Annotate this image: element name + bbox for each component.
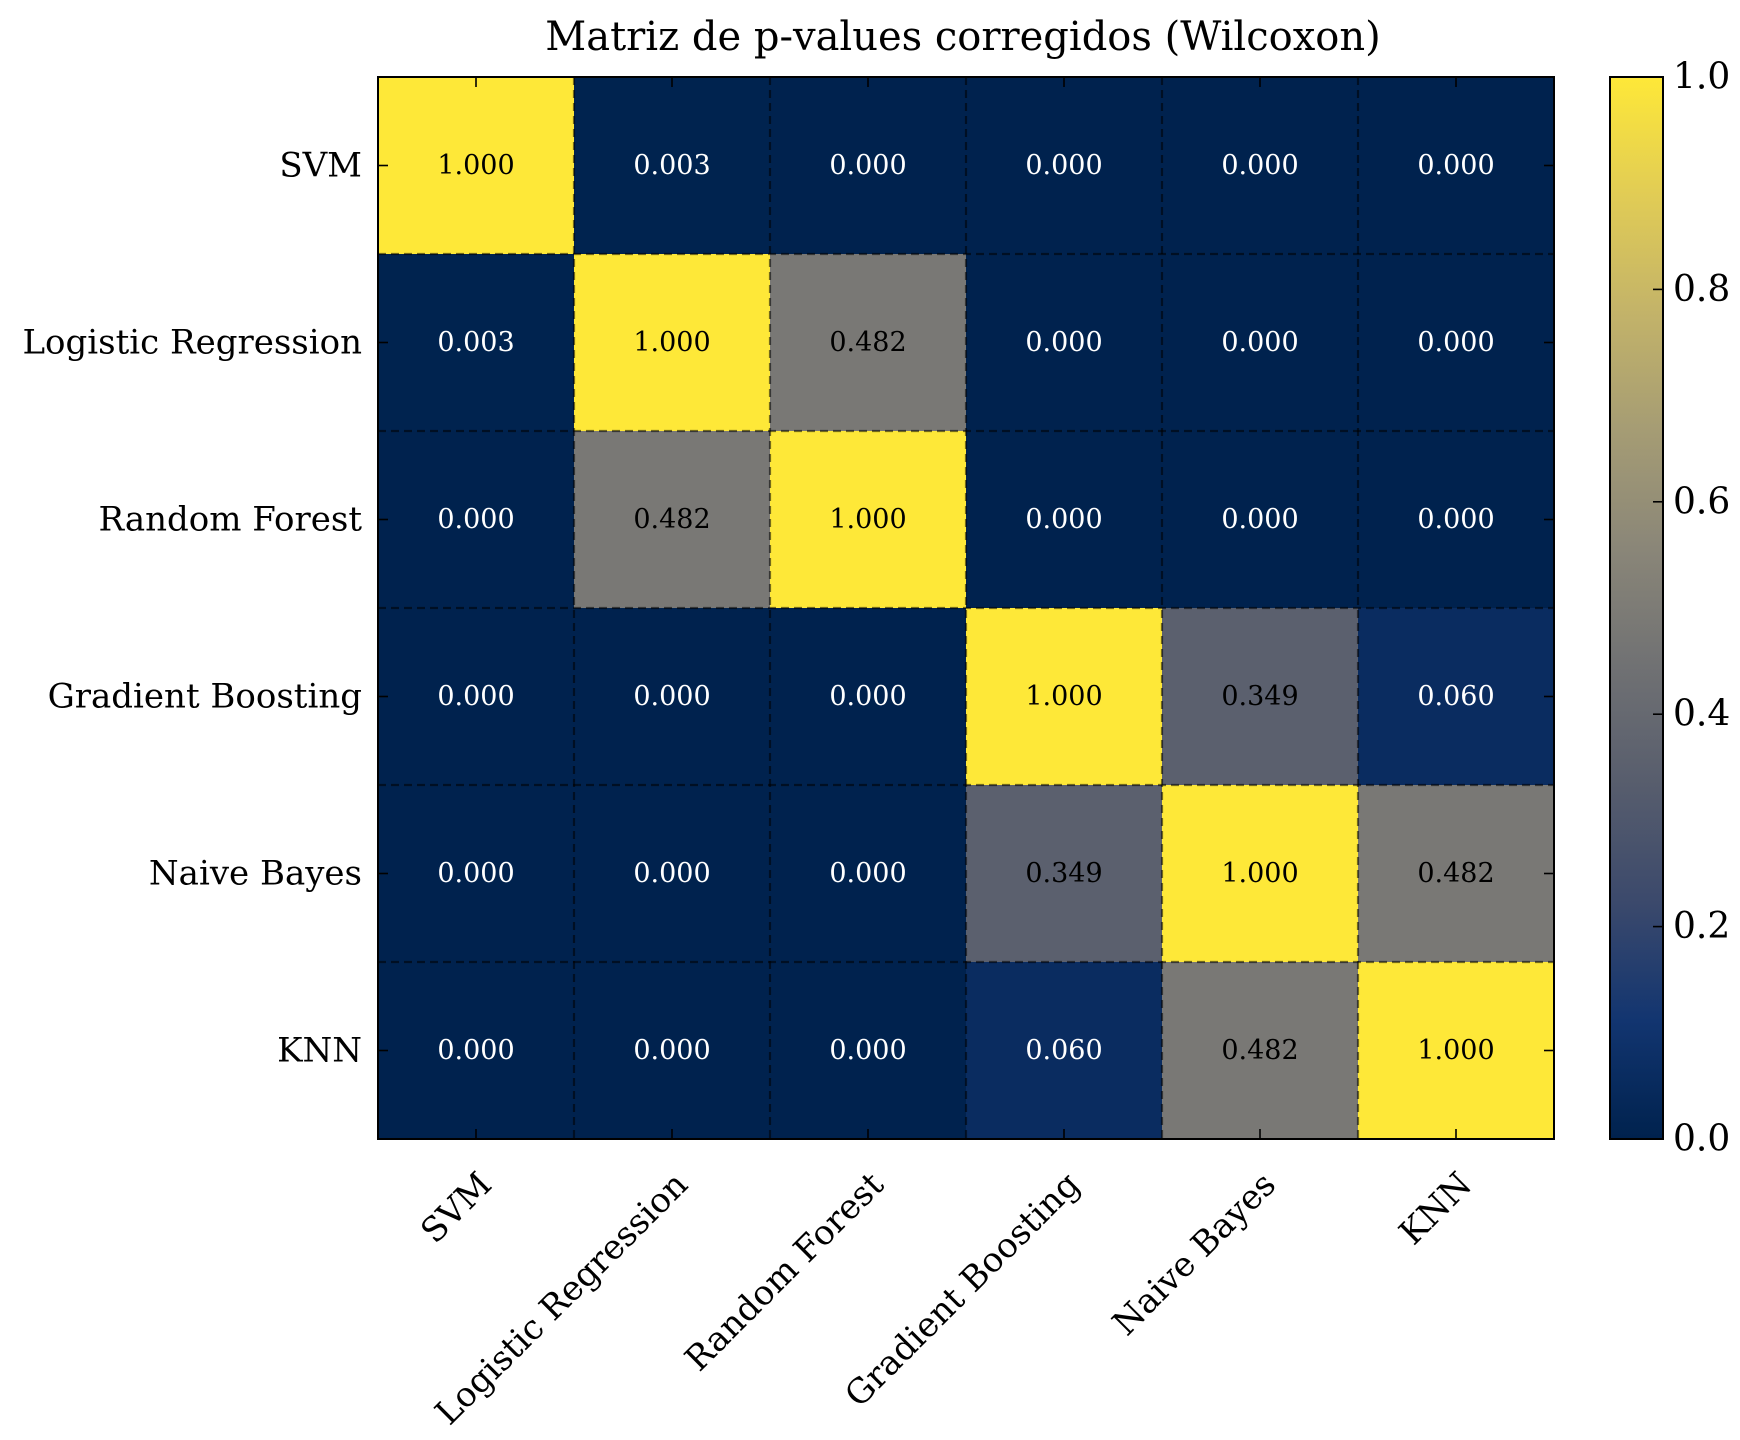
colorbar-tick-label: 0.0: [1673, 1119, 1730, 1160]
heatmap-cell: [770, 431, 967, 609]
colorbar-tick-label: 1.0: [1673, 57, 1730, 98]
cell-value-label: 0.000: [1221, 327, 1298, 358]
cell-value-label: 0.000: [1417, 504, 1494, 535]
y-axis-tick-labels: SVM Logistic Regression Random Forest Gradi…: [22, 146, 362, 1071]
y-tick-label: Gradient Boosting: [48, 677, 362, 717]
x-tick-label: KNN: [1392, 1165, 1480, 1253]
cell-value-label: 0.000: [1025, 150, 1102, 181]
cell-value-label: 1.000: [1025, 681, 1102, 712]
heatmap-cell: [770, 608, 967, 786]
cell-value-label: 1.000: [633, 327, 710, 358]
cell-value-label: 0.482: [829, 327, 906, 358]
heatmap-cell-labels: 1.000 0.003 0.000 0.000 0.000 0.000 0.003 1.000…: [437, 150, 1494, 1066]
heatmap-cell: [378, 962, 575, 1140]
heatmap-cell: [1162, 785, 1359, 963]
heatmap-cell: [770, 962, 967, 1140]
heatmap-cell: [378, 77, 575, 255]
heatmap-cell: [1162, 77, 1359, 255]
cell-value-label: 0.000: [1417, 327, 1494, 358]
heatmap-cell: [1358, 77, 1555, 255]
heatmap-cell: [574, 962, 771, 1140]
cell-value-label: 0.000: [437, 504, 514, 535]
heatmap-cell: [966, 962, 1163, 1140]
cell-value-label: 0.000: [437, 1035, 514, 1066]
y-tick-label: SVM: [279, 146, 362, 186]
cell-value-label: 0.000: [829, 150, 906, 181]
cell-value-label: 0.000: [633, 858, 710, 889]
cell-value-label: 0.349: [1025, 858, 1102, 889]
y-tick-label: KNN: [277, 1031, 362, 1071]
cell-value-label: 0.003: [633, 150, 710, 181]
heatmap-cell: [966, 254, 1163, 432]
cell-value-label: 1.000: [1221, 858, 1298, 889]
heatmap-cell: [574, 254, 771, 432]
heatmap-cell: [1358, 785, 1555, 963]
heatmap-cell: [1358, 962, 1555, 1140]
heatmap-cell: [770, 785, 967, 963]
heatmap-cell: [1162, 254, 1359, 432]
heatmap-cell: [770, 254, 967, 432]
cell-value-label: 1.000: [1417, 1035, 1494, 1066]
heatmap-cell: [574, 77, 771, 255]
cell-value-label: 1.000: [437, 150, 514, 181]
x-tick-label: SVM: [413, 1165, 500, 1252]
heatmap-cell: [378, 608, 575, 786]
heatmap-cell: [1162, 431, 1359, 609]
heatmap-cell: [378, 785, 575, 963]
cell-value-label: 0.000: [829, 858, 906, 889]
y-tick-label: Naive Bayes: [149, 854, 362, 894]
colorbar-ticks: 0.0 0.2 0.4 0.6 0.8 1.0: [1653, 57, 1730, 1160]
cell-value-label: 0.060: [1417, 681, 1494, 712]
cell-value-label: 0.000: [1025, 504, 1102, 535]
heatmap-cells: [378, 77, 1555, 1140]
heatmap-cell: [1162, 608, 1359, 786]
heatmap-cell: [966, 77, 1163, 255]
heatmap-cell: [966, 608, 1163, 786]
y-tick-label: Logistic Regression: [22, 323, 362, 363]
cell-value-label: 0.000: [1221, 504, 1298, 535]
colorbar-tick-label: 0.6: [1673, 481, 1730, 522]
colorbar-tick-label: 0.2: [1673, 906, 1730, 947]
chart-title: Matriz de p-values corregidos (Wilcoxon): [545, 14, 1380, 60]
cell-value-label: 0.000: [1221, 150, 1298, 181]
cell-value-label: 0.000: [437, 858, 514, 889]
heatmap-cell: [966, 431, 1163, 609]
y-tick-label: Random Forest: [98, 500, 362, 540]
x-tick-label: Naive Bayes: [1105, 1165, 1284, 1344]
cell-value-label: 0.482: [1221, 1035, 1298, 1066]
heatmap-cell: [378, 254, 575, 432]
plot-frame: [377, 76, 1555, 1140]
cell-value-label: 0.003: [437, 327, 514, 358]
heatmap-cell: [1358, 431, 1555, 609]
cell-value-label: 0.000: [633, 681, 710, 712]
heatmap-cell: [770, 77, 967, 255]
heatmap-cell: [574, 608, 771, 786]
cell-value-label: 0.000: [633, 1035, 710, 1066]
x-tick-label: Random Forest: [677, 1164, 892, 1379]
cell-value-label: 0.000: [829, 681, 906, 712]
cell-value-label: 0.349: [1221, 681, 1298, 712]
cell-value-label: 0.000: [829, 1035, 906, 1066]
colorbar: [1609, 76, 1664, 1140]
cell-value-label: 0.060: [1025, 1035, 1102, 1066]
cell-value-label: 0.000: [1417, 150, 1494, 181]
heatmap-cell: [1162, 962, 1359, 1140]
colorbar-tick-label: 0.4: [1673, 694, 1730, 735]
heatmap-cell: [966, 785, 1163, 963]
cell-value-label: 0.482: [633, 504, 710, 535]
cell-value-label: 1.000: [829, 504, 906, 535]
heatmap-cell: [378, 431, 575, 609]
heatmap-cell: [1358, 608, 1555, 786]
heatmap-cell: [1358, 254, 1555, 432]
heatmap-cell: [574, 785, 771, 963]
heatmap-gridlines: [378, 77, 1554, 1139]
cell-value-label: 0.000: [1025, 327, 1102, 358]
cell-value-label: 0.000: [437, 681, 514, 712]
axis-ticks: [378, 77, 1554, 1139]
heatmap-cell: [574, 431, 771, 609]
colorbar-tick-label: 0.8: [1673, 269, 1730, 310]
cell-value-label: 0.482: [1417, 858, 1494, 889]
